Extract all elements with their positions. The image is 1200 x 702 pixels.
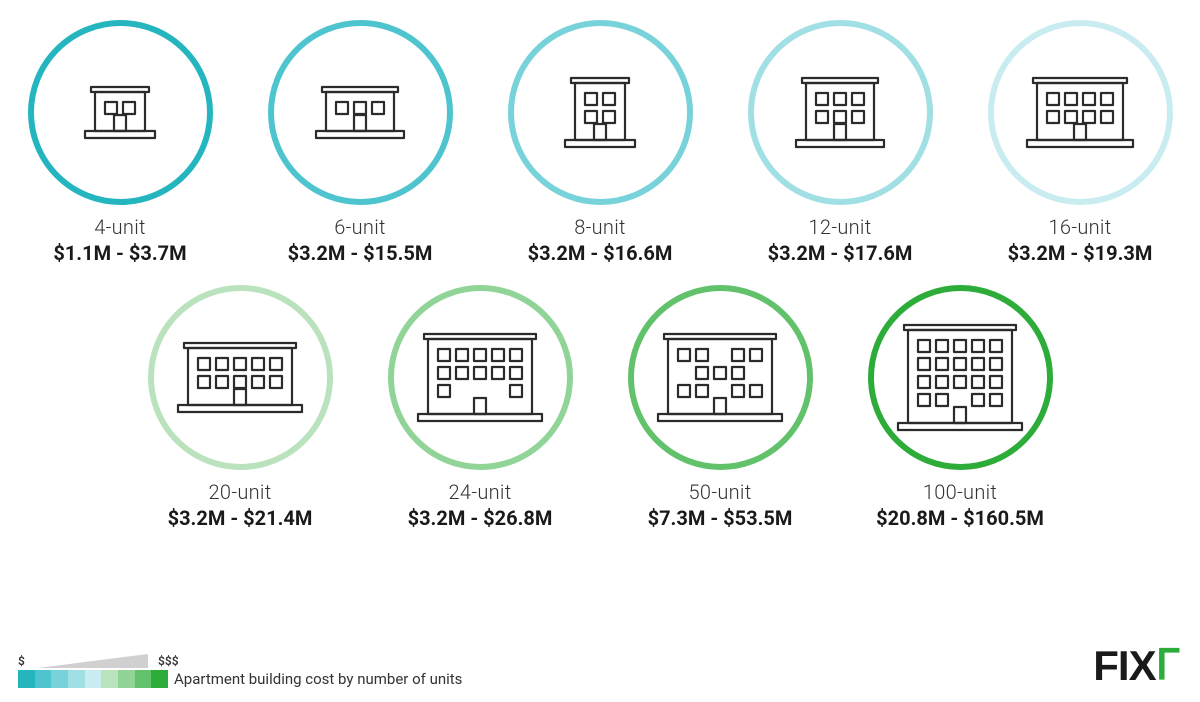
legend-caption: Apartment building cost by number of uni… bbox=[174, 670, 462, 688]
cost-label: $3.2M - $19.3M bbox=[1008, 241, 1153, 265]
cost-item: 12-unit$3.2M - $17.6M bbox=[735, 20, 945, 265]
cost-label: $3.2M - $21.4M bbox=[168, 506, 313, 530]
legend-scale: $ $$$ bbox=[18, 654, 462, 668]
ring-circle bbox=[868, 285, 1053, 470]
cost-item: 8-unit$3.2M - $16.6M bbox=[495, 20, 705, 265]
legend-color-cell bbox=[85, 670, 102, 688]
cost-label: $7.3M - $53.5M bbox=[648, 506, 793, 530]
legend-color-cell bbox=[68, 670, 85, 688]
legend: $ $$$ Apartment building cost by number … bbox=[18, 654, 462, 688]
cost-label: $3.2M - $16.6M bbox=[528, 241, 673, 265]
legend-color-bar bbox=[18, 670, 168, 688]
unit-label: 50-unit bbox=[689, 480, 752, 504]
cost-item: 20-unit$3.2M - $21.4M bbox=[135, 285, 345, 530]
building-icon bbox=[416, 331, 544, 424]
cost-item: 50-unit$7.3M - $53.5M bbox=[615, 285, 825, 530]
legend-high-label: $$$ bbox=[158, 654, 179, 668]
legend-color-cell bbox=[51, 670, 68, 688]
unit-label: 6-unit bbox=[334, 215, 386, 239]
ring-circle bbox=[388, 285, 573, 470]
building-icon bbox=[83, 84, 157, 141]
legend-color-cell bbox=[18, 670, 35, 688]
unit-label: 20-unit bbox=[209, 480, 272, 504]
unit-label: 4-unit bbox=[94, 215, 146, 239]
cost-item: 100-unit$20.8M - $160.5M bbox=[855, 285, 1065, 530]
cost-label: $3.2M - $15.5M bbox=[288, 241, 433, 265]
legend-color-cell bbox=[135, 670, 152, 688]
fixr-logo: FIXᒥ bbox=[1093, 641, 1178, 690]
unit-label: 8-unit bbox=[574, 215, 626, 239]
building-icon bbox=[896, 322, 1024, 433]
ring-circle bbox=[748, 20, 933, 205]
ring-circle bbox=[988, 20, 1173, 205]
building-icon bbox=[314, 84, 406, 141]
building-icon bbox=[563, 75, 637, 150]
cost-label: $1.1M - $3.7M bbox=[53, 241, 186, 265]
legend-low-label: $ bbox=[18, 654, 32, 668]
legend-color-cell bbox=[35, 670, 52, 688]
building-icon bbox=[656, 331, 784, 424]
logo-text: FIX bbox=[1093, 642, 1155, 689]
ring-circle bbox=[28, 20, 213, 205]
cost-label: $3.2M - $26.8M bbox=[408, 506, 553, 530]
infographic-row: 20-unit$3.2M - $21.4M24-unit$3.2M - $26.… bbox=[10, 285, 1190, 530]
building-icon bbox=[794, 75, 886, 150]
cost-label: $20.8M - $160.5M bbox=[876, 506, 1044, 530]
legend-wedge-icon bbox=[38, 654, 148, 668]
legend-color-cell bbox=[101, 670, 118, 688]
cost-label: $3.2M - $17.6M bbox=[768, 241, 913, 265]
cost-item: 6-unit$3.2M - $15.5M bbox=[255, 20, 465, 265]
ring-circle bbox=[628, 285, 813, 470]
cost-item: 4-unit$1.1M - $3.7M bbox=[15, 20, 225, 265]
unit-label: 12-unit bbox=[809, 215, 872, 239]
ring-circle bbox=[268, 20, 453, 205]
logo-hook-icon: ᒥ bbox=[1156, 640, 1178, 689]
cost-item: 16-unit$3.2M - $19.3M bbox=[975, 20, 1185, 265]
building-icon bbox=[176, 340, 304, 415]
legend-color-cell bbox=[151, 670, 168, 688]
unit-label: 100-unit bbox=[923, 480, 997, 504]
legend-color-cell bbox=[118, 670, 135, 688]
infographic-row: 4-unit$1.1M - $3.7M6-unit$3.2M - $15.5M8… bbox=[10, 20, 1190, 265]
unit-label: 24-unit bbox=[449, 480, 512, 504]
cost-item: 24-unit$3.2M - $26.8M bbox=[375, 285, 585, 530]
ring-circle bbox=[148, 285, 333, 470]
ring-circle bbox=[508, 20, 693, 205]
building-icon bbox=[1025, 75, 1135, 150]
unit-label: 16-unit bbox=[1049, 215, 1112, 239]
